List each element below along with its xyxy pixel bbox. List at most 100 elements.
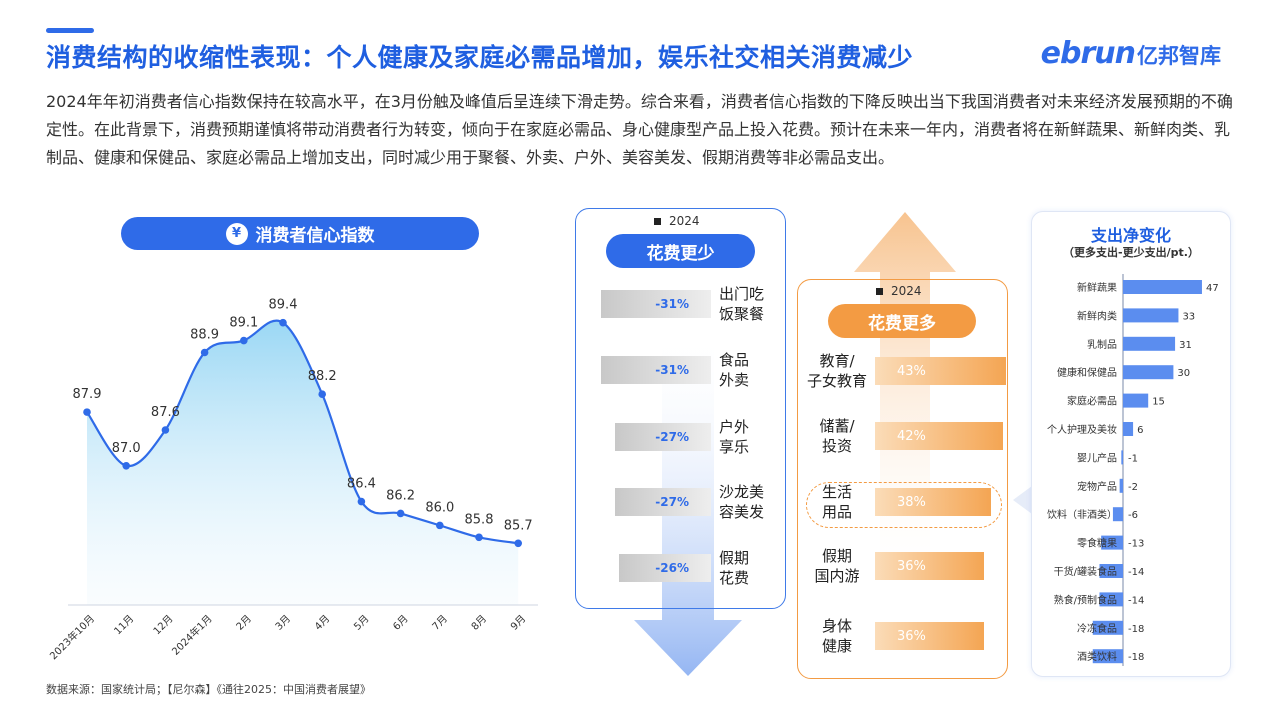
x-tick-label: 2024年1月 [169, 612, 215, 658]
spend-more-label: 生活 用品 [801, 482, 873, 522]
data-point [475, 533, 483, 542]
x-tick-label: 6月 [391, 613, 411, 633]
net-change-category: 冷冻食品 [1077, 622, 1117, 635]
net-change-category: 新鲜肉类 [1077, 309, 1117, 322]
net-change-value: -18 [1128, 624, 1144, 635]
net-change-category: 婴儿产品 [1077, 451, 1117, 464]
spend-more-label-line: 身体 [821, 617, 852, 635]
highlight-ring [806, 482, 1002, 528]
x-tick-label: 7月 [430, 613, 450, 633]
data-point [240, 336, 248, 345]
spend-more-bar: 42% [875, 422, 1003, 450]
spend-less-year: 2024 [669, 214, 700, 228]
net-change-bar [1123, 308, 1179, 323]
net-change-value: -1 [1128, 453, 1138, 464]
page-title: 消费结构的收缩性表现：个人健康及家庭必需品增加，娱乐社交相关消费减少 [46, 43, 914, 72]
x-tick-label: 2月 [234, 613, 254, 633]
spend-more-label: 储蓄/投资 [801, 416, 873, 456]
net-change-bar [1123, 365, 1174, 380]
net-change-category: 酒类饮料 [1077, 650, 1117, 663]
net-change-subtitle: （更多支出-更少支出/pt.） [1063, 246, 1199, 259]
x-tick-label: 12月 [151, 613, 176, 638]
net-change-bar [1121, 450, 1123, 465]
spend-more-label-line: 投资 [821, 437, 852, 455]
net-change-bar [1099, 592, 1123, 607]
data-label: 87.9 [73, 387, 102, 402]
data-label: 86.0 [425, 500, 454, 515]
data-label: 88.2 [308, 369, 337, 384]
x-tick-label: 3月 [273, 613, 293, 633]
spend-less-label-line: 假期 [719, 549, 750, 567]
confidence-title: 消费者信心指数 [255, 226, 375, 246]
confidence-header: ¥ 消费者信心指数 [121, 217, 479, 250]
spend-more-bar: 38% [875, 488, 991, 516]
net-change-value: 47 [1206, 283, 1219, 294]
spend-less-panel [575, 208, 786, 609]
net-change-category: 新鲜蔬果 [1077, 281, 1117, 294]
net-change-bar [1101, 535, 1123, 550]
spend-less-legend: 2024 [654, 214, 700, 228]
net-change-value: 31 [1179, 340, 1192, 351]
net-change-value: -18 [1128, 652, 1144, 663]
spend-less-label: 沙龙美 容美发 [719, 482, 764, 522]
spend-more-panel [797, 279, 1008, 679]
net-change-value: -2 [1128, 482, 1138, 493]
spend-less-label-line: 食品 [719, 351, 750, 369]
net-change-category: 乳制品 [1087, 338, 1117, 351]
spend-more-label-line: 储蓄/ [819, 417, 855, 435]
spend-more-bar: 36% [875, 552, 985, 580]
spend-less-bar: -31% [600, 290, 711, 318]
spend-more-legend: 2024 [876, 284, 922, 298]
spend-less-label-line: 饭聚餐 [719, 305, 765, 323]
data-label: 85.7 [504, 518, 533, 533]
net-change-value: 6 [1137, 425, 1143, 436]
net-change-bar [1099, 564, 1123, 578]
x-tick-label: 9月 [508, 613, 528, 633]
net-change-category: 熟食/预制食品 [1054, 593, 1117, 606]
net-change-bar-chart: 新鲜蔬果 47 新鲜肉类 33 乳制品 31 健康和保健品 30 家庭必需品 15 个人护理及美妆 6… [1047, 274, 1219, 666]
net-change-bar [1112, 507, 1123, 522]
net-change-category: 健康和保健品 [1057, 366, 1117, 379]
x-tick-label: 11月 [112, 613, 137, 638]
spend-more-title: 花费更多 [828, 304, 976, 338]
legend-square [654, 217, 661, 225]
logo: ebrun 亿邦智库 [1041, 36, 1221, 71]
net-change-bar [1123, 393, 1149, 408]
x-tick-label: 8月 [469, 613, 489, 633]
data-source: 数据来源：国家统计局；【尼尔森】《通往2025：中国消费者展望》 [46, 683, 371, 696]
data-label: 89.1 [229, 316, 258, 331]
spend-less-title: 花费更少 [606, 234, 755, 268]
legend-square [876, 287, 883, 295]
spend-less-label-line: 户外 [719, 418, 750, 436]
net-change-category: 个人护理及美妆 [1047, 423, 1117, 436]
intro-paragraph: 2024年年初消费者信心指数保持在较高水平，在3月份触及峰值后呈连续下滑走势。综… [46, 92, 1233, 167]
spend-more-label-line: 用品 [821, 503, 852, 521]
data-point [396, 509, 405, 518]
spend-more-label-line: 子女教育 [806, 372, 867, 390]
spend-less-bar: -27% [615, 488, 711, 516]
logo-en: ebrun [1040, 36, 1136, 71]
data-label: 86.2 [386, 488, 415, 503]
spend-less-label-line: 沙龙美 [719, 483, 765, 501]
up-arrow-icon [854, 212, 956, 592]
spend-more-label-line: 假期 [821, 547, 852, 565]
net-change-category: 干货/罐装食品 [1054, 565, 1117, 578]
data-point [318, 390, 327, 399]
title-accent-bar [46, 28, 94, 33]
spend-less-label-line: 容美发 [719, 503, 765, 521]
data-label: 87.6 [151, 405, 180, 420]
net-change-bar [1092, 620, 1123, 635]
data-label: 89.4 [269, 298, 298, 313]
net-change-bar [1123, 422, 1134, 436]
data-point [357, 497, 366, 506]
spend-more-label-line: 健康 [821, 637, 852, 655]
spend-less-label: 户外 享乐 [719, 417, 749, 457]
spend-less-label: 假期 花费 [719, 548, 749, 588]
net-change-bar [1119, 478, 1123, 493]
spend-less-bar: -31% [600, 356, 711, 384]
spend-less-bar: -27% [615, 423, 711, 451]
data-label: 85.8 [465, 512, 494, 527]
spend-more-label: 身体 健康 [801, 616, 873, 656]
net-change-category: 零食糖果 [1077, 537, 1117, 550]
net-change-title: 支出净变化 [1090, 226, 1171, 245]
